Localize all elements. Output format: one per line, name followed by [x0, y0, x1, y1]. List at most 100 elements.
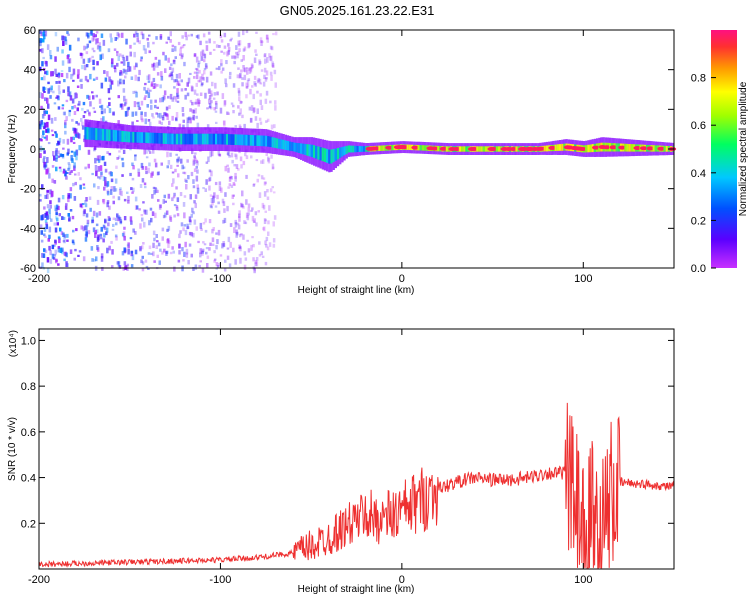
noise-cell: [42, 86, 45, 92]
noise-cell: [139, 184, 143, 188]
noise-cell: [157, 199, 160, 202]
noise-cell: [166, 250, 169, 254]
noise-cell: [79, 177, 82, 181]
noise-cell: [89, 207, 92, 212]
noise-cell: [248, 106, 252, 111]
noise-cell: [247, 203, 251, 208]
noise-cell: [48, 87, 52, 90]
noise-cell: [104, 77, 108, 82]
noise-cell: [105, 227, 109, 233]
noise-cell: [188, 231, 192, 236]
noise-cell: [212, 197, 215, 203]
noise-cell: [111, 265, 114, 269]
noise-cell: [82, 115, 86, 119]
noise-cell: [192, 109, 196, 114]
noise-cell: [263, 218, 267, 224]
y-tick-label: 20: [24, 104, 36, 116]
noise-cell: [271, 64, 275, 68]
noise-cell: [163, 90, 167, 96]
noise-cell: [100, 171, 103, 176]
noise-cell: [193, 155, 196, 159]
noise-cell: [141, 166, 144, 170]
noise-cell: [223, 100, 227, 105]
band-core: [114, 130, 118, 142]
noise-cell: [77, 172, 80, 176]
noise-cell: [171, 48, 174, 52]
noise-cell: [102, 116, 105, 122]
noise-cell: [79, 203, 83, 208]
noise-cell: [61, 107, 64, 110]
noise-cell: [103, 70, 106, 74]
noise-cell: [201, 82, 204, 86]
noise-cell: [143, 209, 146, 213]
noise-cell: [189, 117, 192, 124]
noise-cell: [272, 33, 275, 36]
noise-cell: [238, 40, 242, 46]
noise-cell: [51, 178, 54, 183]
band-core: [330, 149, 333, 164]
noise-cell: [50, 129, 54, 132]
noise-cell: [43, 87, 47, 91]
noise-cell: [220, 50, 223, 53]
noise-cell: [42, 30, 46, 34]
noise-cell: [46, 121, 49, 128]
noise-cell: [159, 112, 162, 119]
noise-cell: [174, 45, 177, 52]
band-core: [219, 133, 222, 145]
band-core: [382, 145, 385, 151]
noise-cell: [239, 126, 242, 130]
noise-cell: [52, 90, 55, 94]
noise-cell: [94, 157, 97, 164]
band-peak: [639, 146, 648, 151]
noise-cell: [95, 229, 99, 234]
noise-cell: [148, 151, 152, 154]
noise-cell: [85, 213, 89, 218]
noise-cell: [41, 184, 44, 190]
noise-cell: [124, 69, 127, 72]
noise-cell: [39, 48, 42, 52]
noise-cell: [69, 193, 72, 199]
noise-cell: [97, 159, 101, 163]
noise-cell: [228, 155, 231, 158]
noise-cell: [254, 83, 257, 87]
noise-cell: [108, 108, 112, 114]
y-tick-label: 1.0: [21, 335, 36, 347]
noise-cell: [67, 213, 70, 217]
noise-cell: [47, 81, 50, 85]
noise-cell: [65, 175, 68, 180]
noise-cell: [69, 187, 73, 192]
band-core: [317, 146, 320, 160]
noise-cell: [144, 166, 148, 171]
noise-cell: [156, 62, 159, 68]
noise-cell: [236, 231, 239, 236]
noise-cell: [199, 252, 202, 258]
band-core: [478, 146, 481, 152]
noise-cell: [223, 267, 227, 272]
noise-cell: [68, 91, 72, 97]
noise-cell: [117, 217, 120, 222]
noise-cell: [51, 244, 55, 250]
noise-cell: [226, 205, 229, 212]
noise-cell: [163, 95, 166, 100]
noise-cell: [214, 100, 218, 105]
noise-cell: [75, 93, 78, 99]
noise-cell: [67, 59, 70, 64]
colorbar-gradient: [711, 30, 737, 268]
noise-cell: [190, 253, 193, 258]
noise-cell: [86, 219, 90, 225]
band-core: [228, 134, 231, 145]
noise-cell: [127, 242, 130, 249]
noise-cell: [104, 218, 107, 224]
noise-cell: [96, 38, 99, 44]
noise-cell: [269, 100, 272, 104]
noise-cell: [107, 216, 111, 219]
noise-cell: [92, 35, 96, 41]
noise-cell: [161, 227, 165, 232]
band-core: [197, 133, 200, 145]
noise-cell: [44, 30, 48, 37]
noise-cell: [201, 267, 205, 273]
noise-cell: [64, 130, 67, 135]
noise-cell: [222, 243, 226, 248]
band-core: [136, 132, 139, 143]
